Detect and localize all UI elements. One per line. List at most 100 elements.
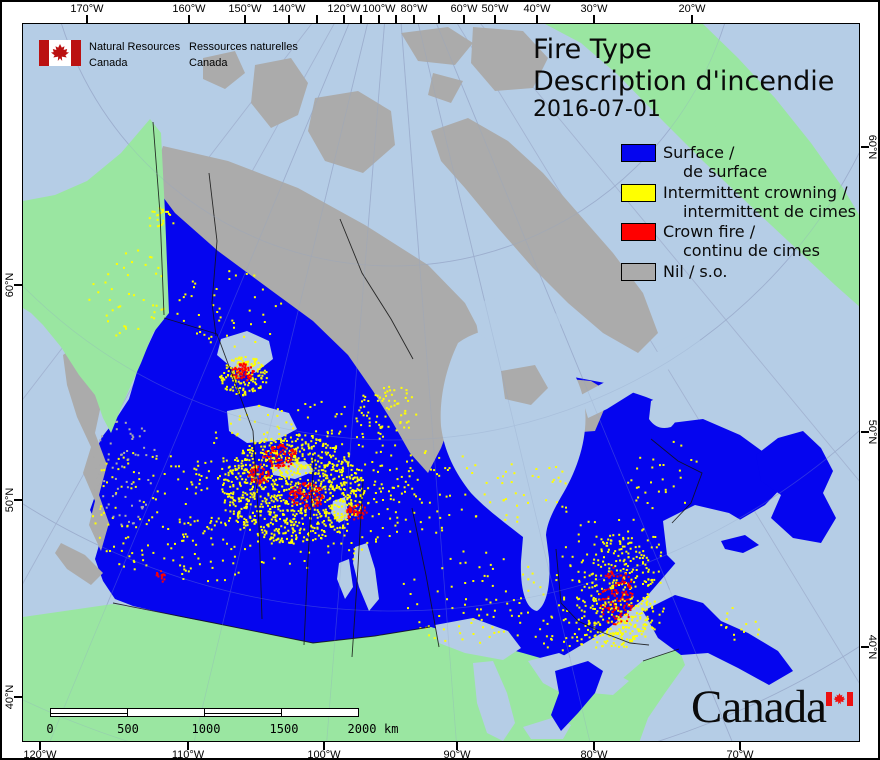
nrcan-en-line1: Natural Resources — [89, 41, 181, 53]
nrcan-text-en: Natural Resources Canada — [89, 40, 180, 72]
longitude-label: 30°W — [580, 3, 608, 15]
longitude-label: 150°W — [228, 3, 262, 15]
scale-segment — [281, 708, 359, 717]
graticule-overlay — [23, 24, 859, 741]
water-bodies — [217, 293, 779, 741]
legend-label-line2: de surface — [683, 162, 768, 181]
latitude-label: 50°N — [4, 487, 16, 513]
wordmark-flag-icon — [826, 692, 853, 706]
longitude-tick — [739, 742, 741, 750]
scale-unit: km — [384, 722, 399, 736]
scale-number: 2000 — [347, 722, 377, 736]
legend-swatch-intermittent_yellow — [621, 184, 656, 202]
legend-label-line2: intermittent de cimes — [683, 202, 857, 221]
longitude-label: 80°W — [400, 3, 428, 15]
nrcan-fr-line2: Canada — [189, 56, 228, 69]
nil-regions — [55, 27, 658, 585]
longitude-label: 60°W — [450, 3, 478, 15]
longitude-tick — [288, 15, 290, 23]
title-line-fr: Description d'incendie — [533, 65, 835, 97]
longitude-tick — [343, 15, 345, 23]
nrcan-text-fr: Ressources naturelles Canada — [189, 40, 298, 72]
latitude-tick — [861, 646, 869, 648]
scale-segment-midline — [205, 713, 281, 714]
legend-swatch-crown_red — [621, 223, 656, 241]
boundary-lines — [112, 121, 703, 662]
longitude-tick — [360, 15, 362, 23]
longitude-tick — [244, 15, 246, 23]
legend-swatch-surface_blue — [621, 144, 656, 162]
scale-number: 1000 — [191, 722, 221, 736]
map-frame: Natural Resources Canada Ressources natu… — [22, 23, 860, 742]
longitude-label: 110°W — [171, 749, 205, 760]
longitude-tick — [463, 15, 465, 23]
longitude-tick — [494, 15, 496, 23]
longitude-label: 100°W — [362, 3, 396, 15]
legend-label-line1: Surface / — [663, 143, 735, 162]
longitude-tick — [456, 742, 458, 750]
title-line-en: Fire Type — [533, 34, 652, 65]
longitude-label: 120°W — [327, 3, 361, 15]
latitude-label: 50°N — [866, 419, 878, 445]
longitude-tick — [413, 15, 415, 23]
foreign-land-regions — [23, 24, 859, 741]
longitude-tick — [438, 15, 440, 23]
longitude-tick — [593, 742, 595, 750]
longitude-tick — [323, 742, 325, 750]
longitude-tick — [691, 15, 693, 23]
canada-fire-map — [23, 24, 859, 741]
scale-number: 1500 — [269, 722, 299, 736]
longitude-label: 20°W — [678, 3, 706, 15]
east-coast-blue-regions — [551, 431, 836, 731]
longitude-label: 140°W — [272, 3, 306, 15]
longitude-label: 40°W — [523, 3, 551, 15]
latitude-label: 60°N — [866, 134, 878, 160]
scale-number: 0 — [46, 722, 54, 736]
nrcan-signature: Natural Resources Canada Ressources natu… — [39, 39, 339, 69]
scale-segment — [50, 708, 128, 717]
wordmark-text: Canada — [691, 681, 827, 733]
legend-label-line1: Intermittent crowning / — [663, 183, 848, 202]
scale-segment-midline — [51, 713, 127, 714]
legend-swatch-nil_gray — [621, 263, 656, 281]
scale-segment — [204, 708, 282, 717]
canada-wordmark: Canada — [691, 680, 859, 740]
longitude-tick — [86, 15, 88, 23]
latitude-tick — [861, 146, 869, 148]
scale-segment — [127, 708, 205, 717]
scale-bar: 0 500 1000 1500 2000 km — [46, 706, 470, 740]
latitude-tick — [861, 431, 869, 433]
nrcan-en-line2: Canada — [89, 56, 128, 69]
longitude-tick — [593, 15, 595, 23]
scale-bar-segments — [50, 708, 359, 717]
legend-label-line2: continu de cimes — [683, 241, 820, 260]
legend-label-line1: Nil / s.o. — [663, 262, 728, 281]
longitude-tick — [536, 15, 538, 23]
longitude-tick — [188, 15, 190, 23]
latitude-tick — [14, 696, 22, 698]
longitude-tick — [187, 742, 189, 750]
longitude-tick — [316, 15, 318, 23]
scale-number: 500 — [117, 722, 139, 736]
latitude-label: 60°N — [4, 272, 16, 298]
longitude-label: 170°W — [70, 3, 104, 15]
latitude-label: 40°N — [4, 684, 16, 710]
longitude-label: 100°W — [307, 749, 341, 760]
longitude-label: 50°W — [481, 3, 509, 15]
latitude-tick — [14, 499, 22, 501]
longitude-label: 70°W — [726, 749, 754, 760]
longitude-tick — [395, 15, 397, 23]
longitude-label: 80°W — [580, 749, 608, 760]
longitude-label: 90°W — [443, 749, 471, 760]
title-date: 2016-07-01 — [533, 97, 661, 123]
longitude-label: 160°W — [172, 3, 206, 15]
longitude-label: 120°W — [23, 749, 57, 760]
southampton-island — [501, 365, 548, 405]
legend-label-line1: Crown fire / — [663, 222, 756, 241]
map-title: Fire Type Description d'incendie 2016-07… — [533, 34, 834, 124]
longitude-tick — [39, 742, 41, 750]
latitude-label: 40°N — [866, 634, 878, 660]
canada-flag-icon — [39, 40, 81, 66]
longitude-tick — [378, 15, 380, 23]
